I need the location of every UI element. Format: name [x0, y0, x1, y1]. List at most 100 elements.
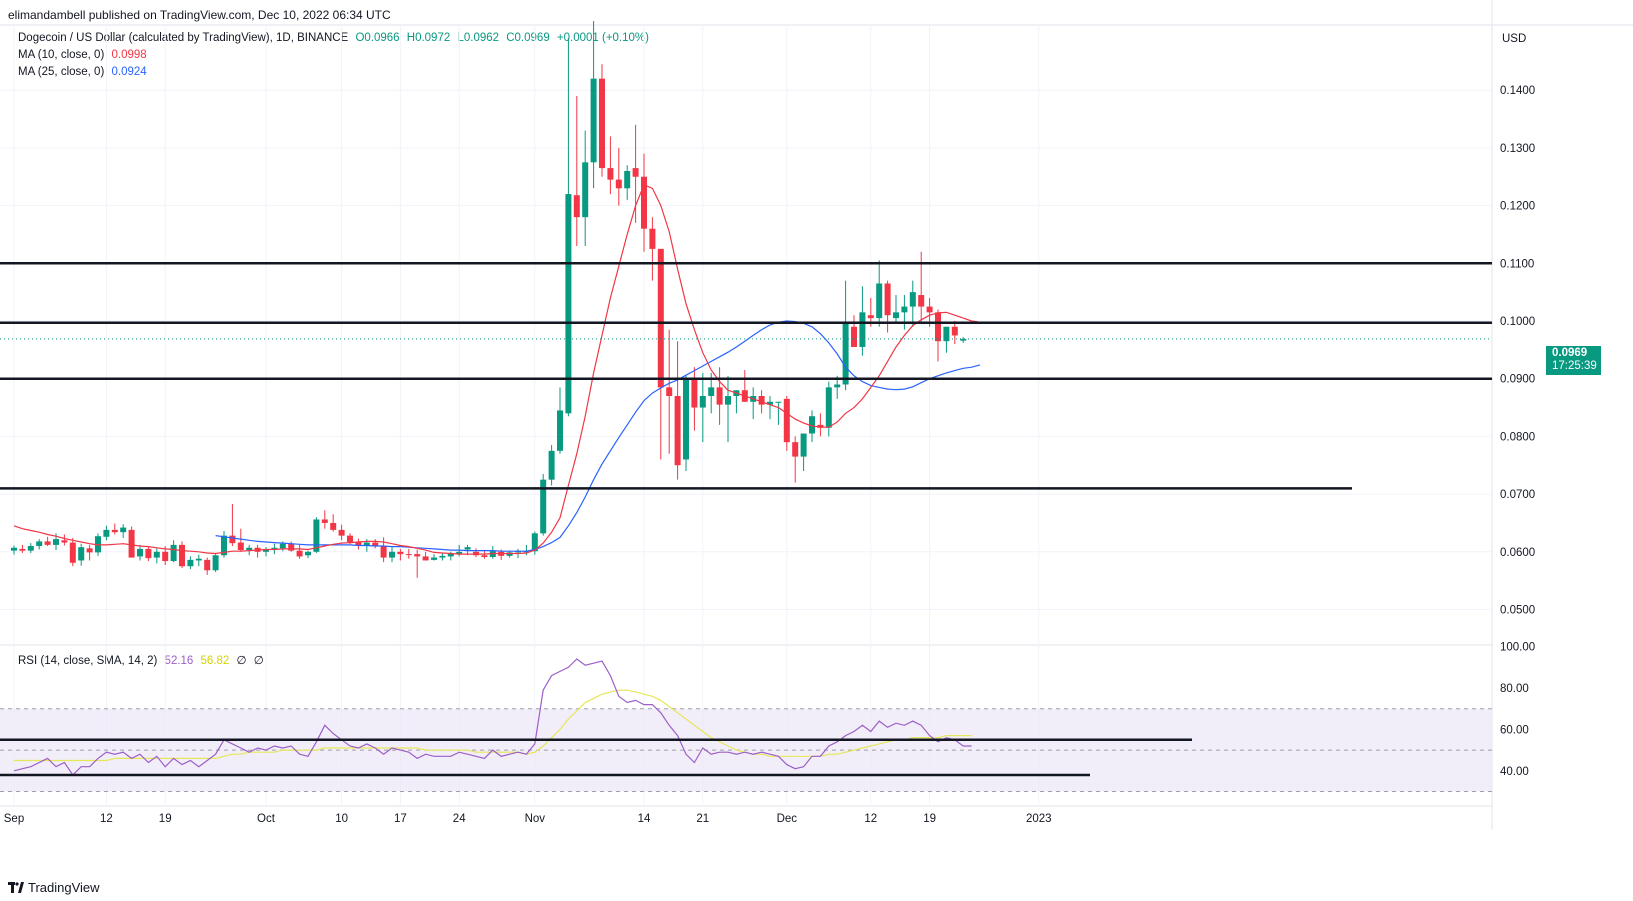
candle-body — [935, 312, 941, 342]
candle-body — [237, 542, 244, 551]
candle — [330, 514, 337, 532]
candle — [615, 147, 622, 206]
ma10-line — [13, 184, 981, 555]
candle — [951, 321, 958, 345]
candle-body — [515, 551, 521, 553]
candle — [489, 546, 496, 559]
candle — [943, 326, 950, 353]
candle-body — [960, 338, 967, 341]
footer-brand: TradingView — [8, 880, 100, 895]
last-price-badge: 0.0969 17:25:39 — [1546, 346, 1601, 375]
candle-body — [86, 548, 93, 553]
candle — [599, 64, 605, 177]
brand-name: TradingView — [28, 880, 100, 895]
low-value: L0.0962 — [457, 32, 500, 44]
candle-body — [246, 547, 253, 551]
candle-body — [372, 542, 379, 547]
candle — [893, 295, 899, 324]
candle — [397, 548, 404, 561]
candle — [935, 309, 941, 362]
candle-body — [783, 398, 790, 443]
candle — [439, 552, 446, 561]
candle — [473, 548, 479, 557]
candle-body — [195, 558, 202, 561]
price-tick-label: 0.1000 — [1500, 316, 1535, 328]
candle-body — [825, 387, 832, 428]
candle-body — [809, 416, 815, 434]
price-tick-label: 0.1300 — [1500, 143, 1535, 155]
candle-body — [851, 326, 857, 347]
candle-body — [565, 194, 572, 414]
candle-body — [683, 378, 689, 460]
bar-countdown: 17:25:39 — [1552, 360, 1597, 372]
candle — [237, 528, 244, 552]
candle — [783, 396, 790, 451]
change-value: +0.0001 (+0.10%) — [556, 32, 649, 44]
candle-body — [11, 547, 17, 551]
candle-body — [271, 547, 278, 549]
candle — [884, 280, 891, 333]
candle-body — [212, 555, 219, 571]
candle — [431, 554, 437, 561]
candle-body — [884, 283, 891, 316]
rsi-sma-value: 56.82 — [200, 655, 230, 667]
candle-body — [590, 78, 597, 163]
last-price-value: 0.0969 — [1552, 347, 1588, 359]
candle — [389, 546, 395, 563]
candle-body — [153, 551, 160, 558]
price-tick-label: 0.0900 — [1500, 374, 1535, 386]
candle-body — [19, 548, 26, 551]
candle-body — [909, 292, 916, 307]
candle — [851, 315, 857, 347]
candle — [179, 541, 185, 568]
candle-body — [263, 548, 269, 552]
candle-body — [767, 401, 773, 405]
candle-body — [296, 550, 303, 557]
candle — [338, 524, 345, 541]
time-tick-label: Dec — [777, 813, 798, 825]
candle — [229, 503, 236, 547]
candle-body — [78, 547, 85, 561]
candle-body — [279, 543, 286, 549]
candle-body — [103, 529, 110, 537]
ma25-label: MA (25, close, 0) — [18, 66, 105, 78]
price-tick-label: 0.1100 — [1500, 258, 1534, 270]
candle — [716, 367, 723, 425]
candle — [607, 136, 614, 195]
candle-body — [792, 442, 799, 457]
candle — [195, 554, 202, 567]
time-tick-label: 19 — [923, 813, 936, 825]
candle-body — [800, 433, 807, 457]
candle-body — [330, 522, 337, 530]
ma25-legend: MA (25, close, 0) 0.0924 — [18, 66, 151, 78]
time-tick-label: Oct — [257, 813, 276, 825]
time-tick-label: 12 — [100, 813, 113, 825]
candle-body — [36, 541, 43, 547]
ma10-legend: MA (10, close, 0) 0.0998 — [18, 49, 151, 61]
candle — [775, 401, 782, 425]
time-tick-label: Nov — [525, 813, 546, 825]
candle-body — [893, 312, 899, 319]
candle — [11, 545, 17, 555]
price-tick-label: 0.1400 — [1500, 85, 1535, 97]
candle-body — [758, 396, 765, 405]
candle — [111, 523, 118, 535]
candle — [414, 549, 421, 578]
candle — [380, 537, 387, 563]
tradingview-logo-icon — [8, 881, 24, 894]
candle — [170, 540, 177, 563]
candle — [153, 548, 160, 564]
price-tick-label: 0.0800 — [1500, 431, 1535, 443]
candle-body — [53, 539, 59, 545]
candle — [321, 510, 328, 529]
rsi-legend: RSI (14, close, SMA, 14, 2) 52.16 56.82 … — [18, 653, 268, 667]
candle-body — [162, 551, 169, 562]
candle-body — [599, 78, 605, 169]
candle-body — [481, 555, 488, 557]
candle-body — [145, 548, 152, 559]
candle — [573, 95, 580, 246]
candle-body — [422, 556, 429, 561]
candle-body — [431, 557, 437, 560]
candle-body — [708, 387, 715, 397]
